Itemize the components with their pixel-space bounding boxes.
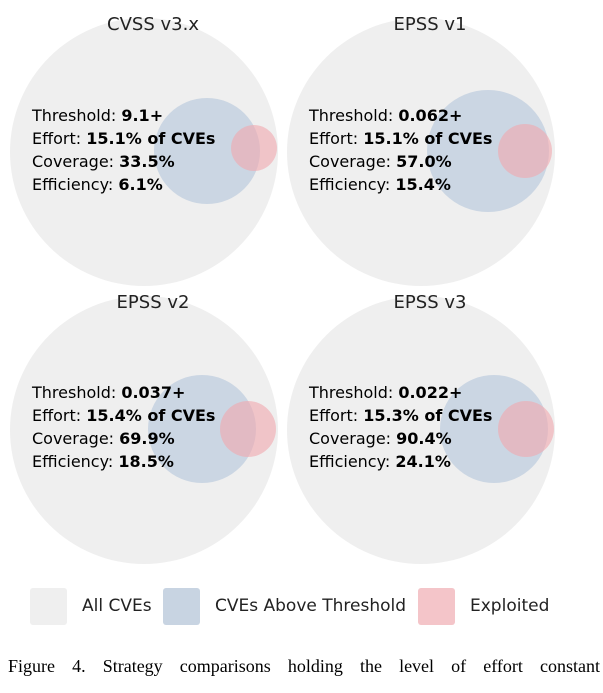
stats-block: Threshold: 0.062+ Effort: 15.1% of CVEs … xyxy=(309,106,493,194)
stats-block: Threshold: 0.037+ Effort: 15.4% of CVEs … xyxy=(32,383,216,471)
exploited-circle xyxy=(231,125,277,171)
panel-title: EPSS v3 xyxy=(393,292,467,313)
stats-block: Threshold: 9.1+ Effort: 15.1% of CVEs Co… xyxy=(32,106,216,194)
effort-value: 15.3% of CVEs xyxy=(363,406,493,425)
panel-title: CVSS v3.x xyxy=(107,14,199,35)
efficiency-value: 24.1% xyxy=(395,452,451,471)
effort-value: 15.1% of CVEs xyxy=(363,129,493,148)
exploited-circle xyxy=(220,401,276,457)
coverage-value: 69.9% xyxy=(119,429,175,448)
legend-label-above-threshold: CVEs Above Threshold xyxy=(215,596,407,616)
venn-panel-epss-v3: EPSS v3 Threshold: 0.022+ Effort: 15.3% … xyxy=(285,278,575,564)
efficiency-value: 15.4% xyxy=(395,175,451,194)
legend-swatch-exploited xyxy=(418,588,455,625)
coverage-value: 57.0% xyxy=(396,152,452,171)
coverage-value: 33.5% xyxy=(119,152,175,171)
efficiency-value: 6.1% xyxy=(118,175,163,194)
threshold-value: 9.1+ xyxy=(121,106,164,125)
exploited-circle xyxy=(498,124,552,178)
legend-label-exploited: Exploited xyxy=(470,596,550,616)
venn-panel-cvss-v3: CVSS v3.x Threshold: 9.1+ Effort: 15.1% … xyxy=(8,0,298,286)
exploited-circle xyxy=(498,401,554,457)
panel-title: EPSS v1 xyxy=(393,14,467,35)
threshold-value: 0.037+ xyxy=(121,383,186,402)
effort-value: 15.4% of CVEs xyxy=(86,406,216,425)
efficiency-value: 18.5% xyxy=(118,452,174,471)
effort-value: 15.1% of CVEs xyxy=(86,129,216,148)
threshold-value: 0.022+ xyxy=(398,383,463,402)
venn-panel-epss-v1: EPSS v1 Threshold: 0.062+ Effort: 15.1% … xyxy=(285,0,575,286)
legend: All CVEs CVEs Above Threshold Exploited xyxy=(0,588,603,628)
legend-label-all-cves: All CVEs xyxy=(82,596,152,616)
stats-block: Threshold: 0.022+ Effort: 15.3% of CVEs … xyxy=(309,383,493,471)
legend-swatch-all-cves xyxy=(30,588,67,625)
panel-title: EPSS v2 xyxy=(116,292,190,313)
coverage-value: 90.4% xyxy=(396,429,452,448)
venn-panel-epss-v2: EPSS v2 Threshold: 0.037+ Effort: 15.4% … xyxy=(8,278,298,564)
legend-swatch-above-threshold xyxy=(163,588,200,625)
threshold-value: 0.062+ xyxy=(398,106,463,125)
figure-caption: Figure 4. Strategy comparisons holding t… xyxy=(8,656,600,676)
